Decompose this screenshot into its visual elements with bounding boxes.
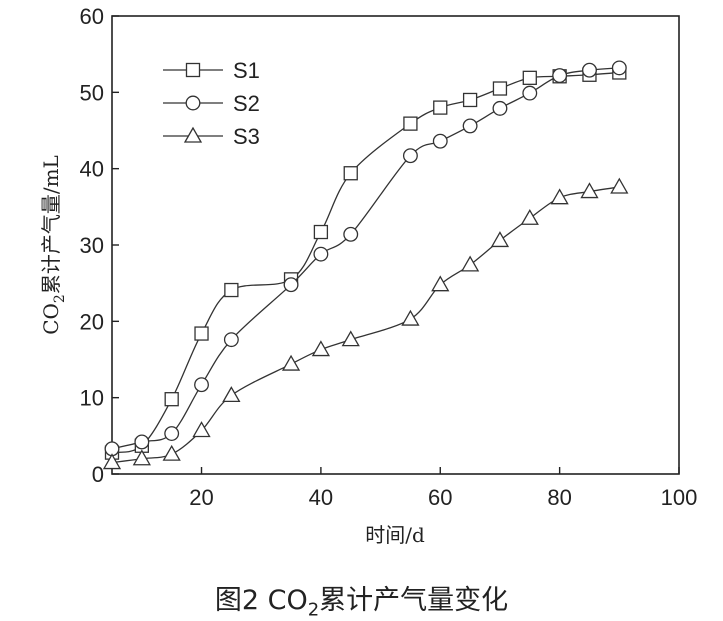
data-point-s2 — [492, 100, 508, 116]
data-point-s2 — [313, 246, 329, 262]
data-point-s3 — [311, 340, 331, 357]
y-tick-label: 20 — [80, 309, 104, 334]
data-point-s1 — [164, 392, 179, 407]
data-point-s3 — [520, 208, 539, 225]
legend-marker-s1 — [185, 62, 201, 78]
data-point-s3 — [102, 453, 122, 470]
data-point-s2 — [283, 277, 299, 293]
legend-marker-s3 — [183, 126, 203, 143]
y-tick-label: 60 — [80, 4, 104, 29]
data-point-s2 — [164, 426, 180, 441]
data-point-s1 — [433, 100, 448, 115]
data-point-s3 — [490, 231, 510, 248]
x-tick-label: 40 — [309, 485, 333, 510]
legend-marker-s2 — [185, 95, 201, 111]
y-tick-label: 40 — [80, 157, 104, 182]
y-axis-title: CO2累计产气量/mL — [39, 155, 68, 335]
data-point-s3 — [550, 188, 569, 205]
x-tick-label: 60 — [428, 485, 452, 510]
data-point-s3 — [222, 386, 241, 403]
data-point-s1 — [224, 282, 239, 298]
data-point-s2 — [223, 332, 239, 348]
data-point-s2 — [611, 60, 627, 76]
data-point-s3 — [580, 182, 599, 199]
legend-label-s2: S2 — [233, 91, 260, 116]
series-s3 — [102, 177, 629, 470]
plot-frame — [111, 15, 680, 475]
series-line-s1 — [111, 71, 620, 454]
y-tick-label: 0 — [92, 462, 104, 487]
data-point-s1 — [462, 92, 478, 108]
axis-ticks: 20 40 60 80 100 0 10 20 30 40 50 60 — [80, 4, 698, 510]
y-tick-label: 50 — [80, 80, 104, 105]
y-tick-label: 30 — [80, 233, 104, 258]
x-tick-label: 20 — [189, 485, 213, 510]
x-tick-label: 100 — [661, 485, 698, 510]
legend-label-s3: S3 — [233, 124, 260, 149]
data-point-s2 — [582, 62, 597, 78]
data-point-s1 — [403, 116, 418, 131]
data-point-s1 — [194, 326, 209, 341]
series-layer — [102, 60, 629, 470]
y-tick-label: 10 — [80, 386, 104, 411]
data-point-s3 — [401, 309, 420, 326]
chart: 20 40 60 80 100 0 10 20 30 40 50 60 S1 S2 S3 时间/d CO2… — [39, 4, 698, 547]
data-point-s3 — [610, 177, 629, 194]
data-point-s2 — [462, 118, 478, 134]
figure-caption: 图2 CO2累计产气量变化 — [214, 585, 509, 621]
series-line-s3 — [111, 186, 620, 464]
legend-label-s1: S1 — [233, 58, 260, 83]
data-point-s3 — [431, 275, 450, 292]
data-point-s1 — [492, 81, 508, 96]
series-line-s2 — [111, 67, 620, 450]
data-point-s3 — [132, 449, 151, 466]
series-s2 — [104, 60, 627, 457]
data-point-s2 — [402, 148, 418, 164]
series-s1 — [104, 65, 627, 460]
data-point-s3 — [341, 330, 360, 347]
data-point-s2 — [134, 434, 150, 450]
x-tick-label: 80 — [547, 485, 571, 510]
legend: S1 S2 S3 — [163, 58, 260, 149]
data-point-s2 — [194, 377, 209, 393]
data-point-s3 — [281, 354, 301, 371]
data-point-s1 — [343, 166, 358, 181]
data-point-s2 — [552, 68, 568, 83]
data-point-s3 — [162, 444, 181, 461]
x-axis-title: 时间/d — [365, 523, 425, 547]
data-point-s2 — [343, 226, 359, 242]
data-point-s1 — [522, 70, 537, 85]
data-point-s1 — [313, 224, 329, 240]
data-point-s3 — [192, 421, 211, 438]
data-point-s2 — [522, 85, 538, 101]
data-point-s3 — [460, 255, 480, 272]
data-point-s2 — [432, 133, 448, 149]
